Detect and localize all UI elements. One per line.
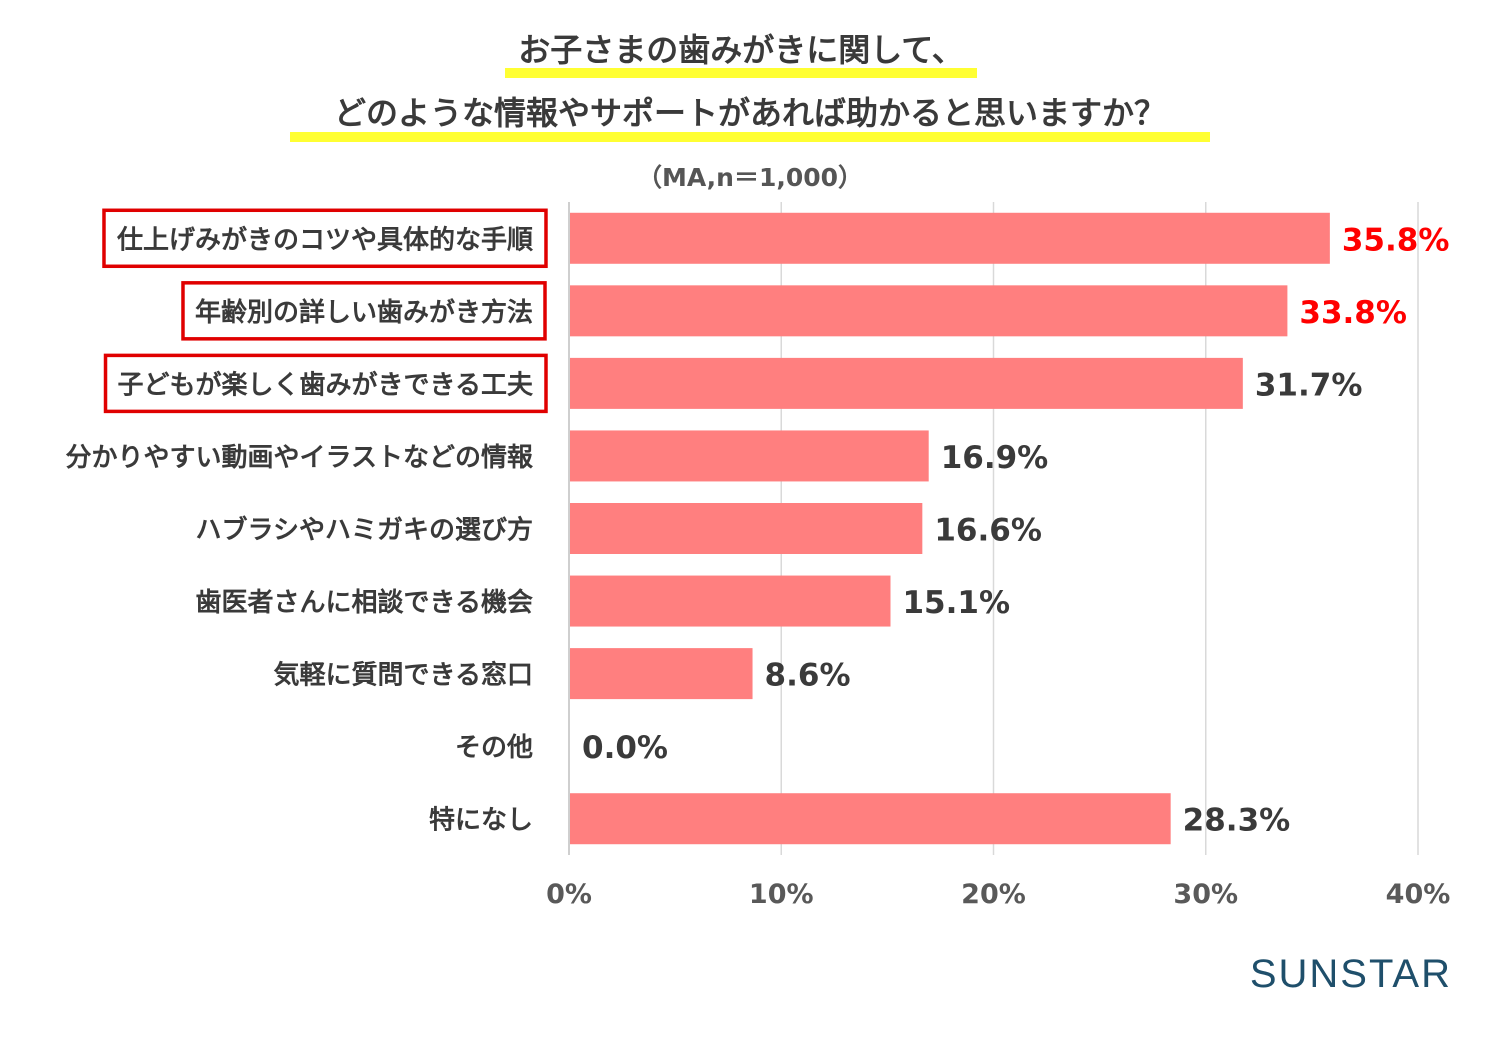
value-label: 28.3% bbox=[1183, 803, 1291, 839]
value-label: 16.6% bbox=[934, 513, 1042, 549]
category-label: 気軽に質問できる窓口 bbox=[274, 660, 533, 691]
category-label: ハブラシやハミガキの選び方 bbox=[196, 515, 533, 546]
sunstar-logo: SUNSTAR bbox=[1249, 952, 1452, 996]
chart-title-line-1: お子さまの歯みがきに関して、 bbox=[505, 28, 977, 80]
highlight-box bbox=[102, 208, 548, 269]
x-tick-label: 30% bbox=[1173, 879, 1238, 910]
bar bbox=[570, 575, 891, 627]
bar bbox=[570, 212, 1330, 264]
highlight-box bbox=[103, 353, 548, 414]
bar bbox=[570, 503, 923, 554]
value-label: 16.9% bbox=[941, 440, 1049, 476]
x-tick-label: 20% bbox=[961, 879, 1026, 910]
bar bbox=[570, 793, 1171, 845]
value-label: 31.7% bbox=[1255, 367, 1363, 403]
chart-subtitle: （MA,n＝1,000） bbox=[636, 163, 864, 192]
highlight-box bbox=[181, 281, 547, 341]
x-tick-label: 0% bbox=[546, 879, 592, 910]
title-text-1: お子さまの歯みがきに関して、 bbox=[518, 31, 964, 69]
category-label: 特になし bbox=[429, 805, 533, 836]
value-label: 35.8% bbox=[1342, 222, 1450, 258]
bar bbox=[570, 430, 929, 482]
category-label: 分かりやすい動画やイラストなどの情報 bbox=[66, 443, 534, 473]
value-label: 0.0% bbox=[582, 730, 668, 766]
title-highlight bbox=[290, 132, 1210, 142]
bar bbox=[570, 285, 1288, 337]
x-tick-label: 10% bbox=[749, 879, 814, 910]
category-label: 子どもが楽しく歯みがきできる工夫 bbox=[118, 369, 534, 400]
bar bbox=[570, 648, 753, 700]
category-label: 仕上げみがきのコツや具体的な手順 bbox=[116, 224, 534, 255]
value-label: 33.8% bbox=[1299, 295, 1407, 331]
title-highlight bbox=[505, 68, 977, 78]
x-tick-label: 40% bbox=[1386, 879, 1451, 910]
value-label: 15.1% bbox=[902, 585, 1010, 621]
category-label: 歯医者さんに相談できる機会 bbox=[196, 587, 533, 618]
bar bbox=[570, 357, 1243, 409]
title-text-2: どのような情報やサポートがあれば助かると思いますか？ bbox=[333, 94, 1166, 132]
value-label: 8.6% bbox=[765, 658, 851, 694]
category-label: その他 bbox=[455, 733, 533, 763]
category-label: 年齢別の詳しい歯みがき方法 bbox=[195, 297, 533, 328]
chart-title-line-2: どのような情報やサポートがあれば助かると思いますか？ bbox=[290, 90, 1210, 144]
